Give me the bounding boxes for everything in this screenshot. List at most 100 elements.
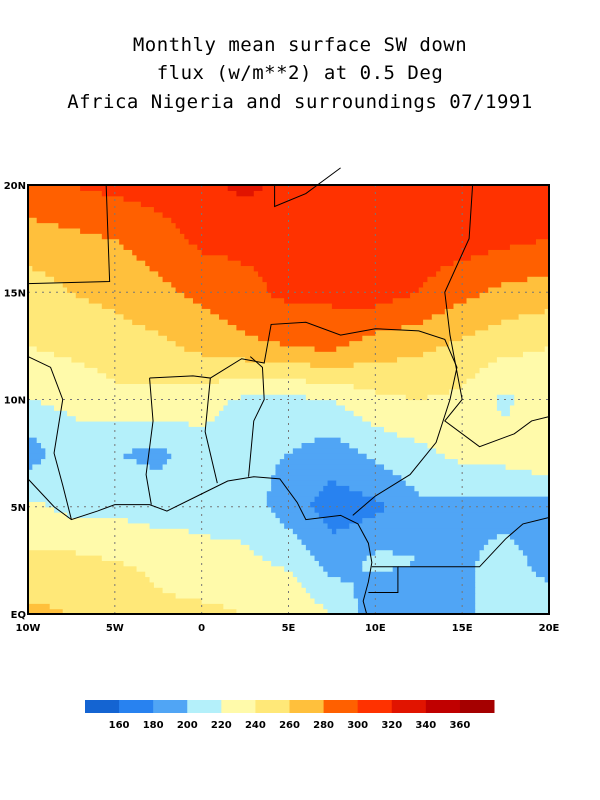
- field-cell: [97, 367, 481, 374]
- field-cell: [531, 469, 550, 476]
- field-cell: [514, 538, 550, 545]
- field-cell: [67, 512, 277, 519]
- field-cell: [201, 249, 489, 256]
- field-cell: [292, 571, 329, 578]
- field-cell: [353, 587, 476, 594]
- field-cell: [314, 496, 376, 502]
- field-cell: [505, 463, 550, 470]
- colorbar-swatch: [119, 700, 154, 713]
- colorbar-swatch: [153, 700, 188, 713]
- field-cell: [501, 410, 511, 417]
- field-cell: [318, 560, 363, 567]
- field-cell: [279, 340, 350, 347]
- x-tick-label: 15E: [452, 623, 473, 634]
- field-cell: [392, 565, 476, 572]
- field-cell: [544, 308, 550, 315]
- field-cell: [509, 533, 550, 540]
- field-cell: [410, 560, 476, 567]
- field-cell: [362, 565, 394, 572]
- field-cell: [62, 608, 237, 615]
- field-cell: [357, 603, 476, 610]
- field-cell: [28, 302, 103, 309]
- field-cell: [192, 297, 285, 304]
- field-cell: [314, 437, 342, 443]
- field-cell: [28, 437, 38, 443]
- field-cell: [28, 211, 164, 218]
- field-cell: [175, 222, 550, 229]
- field-cell: [166, 447, 294, 454]
- field-cell: [479, 549, 524, 556]
- field-cell: [457, 458, 550, 465]
- field-cell: [123, 453, 172, 460]
- field-cell: [101, 190, 237, 197]
- field-cell: [509, 243, 550, 250]
- country-border: [397, 516, 550, 568]
- country-border: [274, 167, 341, 208]
- field-cell: [28, 378, 116, 385]
- field-cell: [179, 227, 550, 234]
- field-cell: [544, 345, 550, 352]
- field-cell: [28, 581, 155, 588]
- field-cell: [28, 324, 146, 331]
- field-cell: [214, 415, 363, 422]
- field-cell: [366, 555, 416, 561]
- field-cell: [314, 345, 337, 352]
- field-cell: [71, 356, 246, 363]
- field-cell: [67, 286, 177, 293]
- field-cell: [101, 233, 185, 240]
- field-cell: [149, 265, 255, 272]
- field-cell: [28, 512, 68, 519]
- field-cell: [375, 549, 394, 556]
- field-cell: [349, 340, 450, 347]
- field-cell: [28, 560, 125, 567]
- field-cell: [236, 190, 255, 197]
- field-cell: [36, 217, 172, 224]
- field-cell: [197, 243, 511, 250]
- field-cell: [284, 453, 368, 460]
- field-cell: [28, 297, 90, 304]
- field-cell: [375, 302, 455, 309]
- field-cell: [488, 286, 550, 293]
- field-cell: [67, 410, 220, 417]
- field-cell: [501, 319, 550, 326]
- field-cell: [509, 410, 550, 417]
- field-cell: [444, 308, 546, 315]
- field-cell: [88, 297, 194, 304]
- field-cell: [188, 528, 294, 535]
- field-cell: [284, 297, 394, 304]
- field-cell: [136, 254, 229, 261]
- field-cell: [28, 453, 46, 460]
- field-cell: [253, 549, 311, 556]
- colorbar-label: 220: [211, 720, 232, 731]
- field-cell: [488, 249, 550, 256]
- field-cell: [479, 555, 528, 561]
- field-cell: [28, 260, 146, 267]
- field-cell: [153, 581, 303, 588]
- field-cell: [184, 345, 316, 352]
- field-cell: [475, 372, 550, 379]
- field-cell: [527, 555, 550, 561]
- field-cell: [28, 313, 125, 320]
- field-cell: [158, 270, 259, 277]
- field-cell: [496, 394, 515, 401]
- colorbar: 160 180 200 220 240 260 280 300 320 340 360: [85, 700, 495, 731]
- field-cell: [28, 404, 55, 411]
- field-cell: [28, 501, 46, 508]
- field-cell: [184, 292, 272, 299]
- field-cell: [28, 565, 138, 572]
- field-cell: [384, 506, 550, 513]
- field-cell: [266, 490, 320, 497]
- field-cell: [535, 238, 550, 245]
- field-cell: [145, 260, 242, 267]
- field-cell: [75, 415, 216, 422]
- field-cell: [336, 345, 437, 352]
- coastline: [27, 476, 373, 615]
- colorbar-label: 160: [109, 720, 130, 731]
- field-cell: [227, 254, 472, 261]
- field-cell: [28, 522, 151, 529]
- field-cell: [145, 571, 294, 578]
- field-cell: [162, 463, 277, 470]
- field-cell: [227, 319, 424, 326]
- country-border: [27, 184, 111, 285]
- country-border: [204, 378, 218, 484]
